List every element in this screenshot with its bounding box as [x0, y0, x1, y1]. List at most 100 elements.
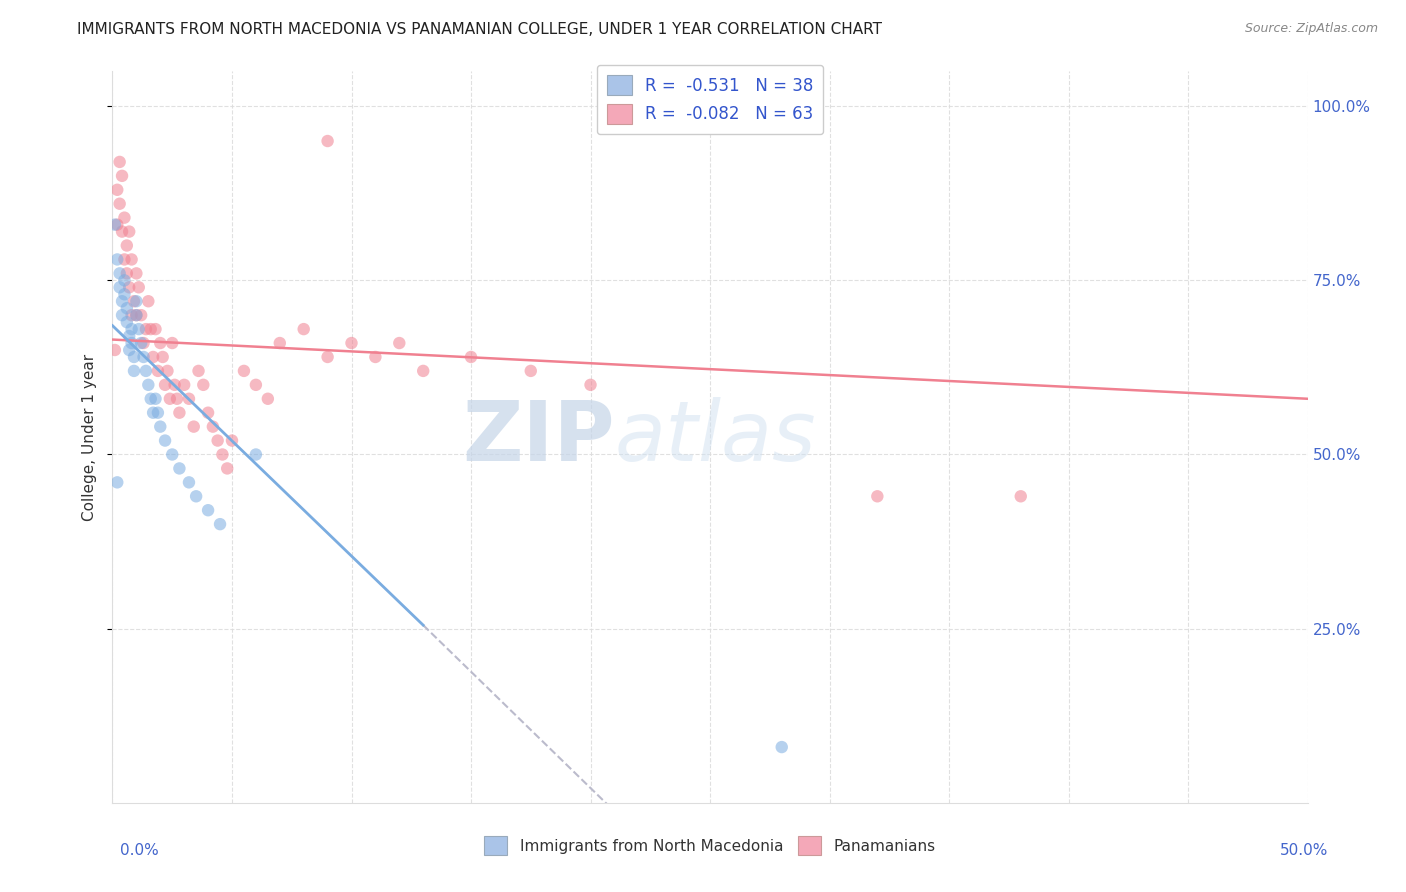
Point [1010, 489, 1032, 503]
Point [520, 364, 543, 378]
Point [245, 448, 267, 462]
Point [770, 740, 793, 755]
Point [209, 517, 232, 532]
Point [118, 329, 141, 343]
Point [579, 377, 602, 392]
Point [115, 315, 138, 329]
Point [460, 350, 482, 364]
Point [125, 266, 148, 280]
Point [115, 238, 138, 252]
Point [125, 308, 148, 322]
Point [114, 287, 135, 301]
Point [132, 336, 155, 351]
Text: Source: ZipAtlas.com: Source: ZipAtlas.com [1244, 22, 1378, 36]
Point [125, 294, 148, 309]
Point [125, 308, 148, 322]
Point [152, 350, 174, 364]
Point [108, 196, 131, 211]
Point [135, 364, 157, 378]
Point [111, 225, 134, 239]
Point [177, 475, 200, 490]
Point [122, 350, 145, 364]
Point [111, 294, 134, 309]
Point [114, 211, 135, 225]
Point [111, 169, 134, 183]
Point [169, 461, 191, 475]
Point [169, 406, 191, 420]
Point [115, 266, 138, 280]
Point [146, 364, 169, 378]
Point [104, 218, 127, 232]
Point [105, 252, 128, 267]
Point [163, 377, 186, 392]
Point [139, 392, 162, 406]
Point [187, 364, 209, 378]
Point [221, 434, 243, 448]
Point [105, 218, 128, 232]
Y-axis label: College, Under 1 year: College, Under 1 year [82, 353, 97, 521]
Point [122, 294, 145, 309]
Point [388, 336, 411, 351]
Point [153, 434, 176, 448]
Point [193, 377, 215, 392]
Point [866, 489, 889, 503]
Point [128, 322, 150, 336]
Point [159, 392, 181, 406]
Point [115, 301, 138, 316]
Point [129, 336, 152, 351]
Point [114, 273, 135, 287]
Point [121, 308, 143, 322]
Point [149, 336, 172, 351]
Text: atlas: atlas [614, 397, 815, 477]
Text: 0.0%: 0.0% [120, 843, 159, 858]
Point [108, 155, 131, 169]
Point [118, 343, 141, 357]
Point [186, 489, 208, 503]
Point [129, 308, 152, 322]
Point [316, 350, 339, 364]
Point [162, 336, 183, 351]
Point [316, 134, 339, 148]
Point [201, 419, 224, 434]
Text: ZIP: ZIP [463, 397, 614, 477]
Point [142, 406, 165, 420]
Point [269, 336, 291, 351]
Point [121, 322, 143, 336]
Point [105, 183, 128, 197]
Point [142, 350, 165, 364]
Point [145, 322, 167, 336]
Point [149, 419, 172, 434]
Point [156, 364, 179, 378]
Point [245, 377, 267, 392]
Point [211, 448, 233, 462]
Point [121, 252, 143, 267]
Point [128, 280, 150, 294]
Point [118, 280, 141, 294]
Point [173, 377, 195, 392]
Point [121, 336, 143, 351]
Point [146, 406, 169, 420]
Point [105, 475, 128, 490]
Point [132, 350, 155, 364]
Point [207, 434, 229, 448]
Point [162, 448, 183, 462]
Point [108, 280, 131, 294]
Point [122, 364, 145, 378]
Point [145, 392, 167, 406]
Point [177, 392, 200, 406]
Point [138, 294, 160, 309]
Point [183, 419, 205, 434]
Point [135, 322, 157, 336]
Point [364, 350, 387, 364]
Point [197, 503, 219, 517]
Legend: Immigrants from North Macedonia, Panamanians: Immigrants from North Macedonia, Panaman… [478, 830, 942, 861]
Point [233, 364, 256, 378]
Point [292, 322, 315, 336]
Point [166, 392, 188, 406]
Point [257, 392, 280, 406]
Point [153, 377, 176, 392]
Point [104, 343, 127, 357]
Text: 50.0%: 50.0% [1281, 843, 1329, 858]
Point [108, 266, 131, 280]
Point [111, 308, 134, 322]
